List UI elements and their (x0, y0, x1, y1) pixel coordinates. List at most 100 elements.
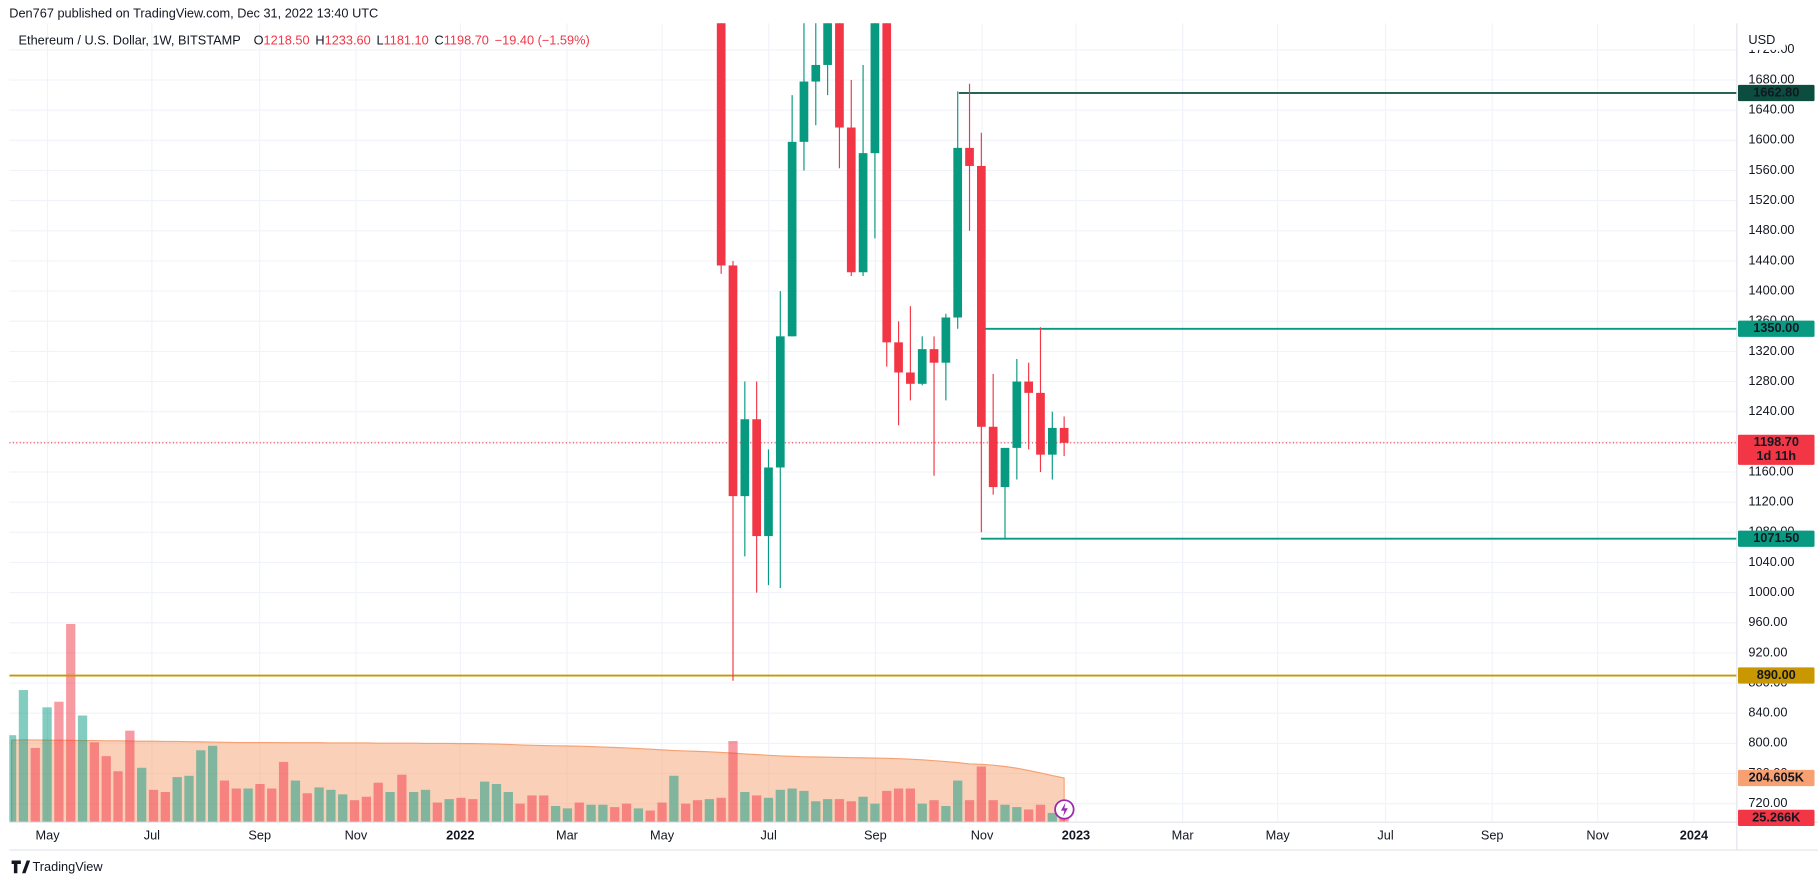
volume-bar (468, 799, 478, 823)
volume-bar (503, 791, 513, 823)
y-tick-label: 1160.00 (1748, 463, 1793, 478)
last-price-label: 1d 11h (1756, 448, 1796, 463)
legend-key: L (377, 33, 384, 48)
volume-bar (621, 803, 632, 823)
x-tick-label: Sep (248, 828, 271, 843)
volume-bar (692, 800, 703, 823)
volume-bar (870, 803, 880, 823)
y-tick-label: 1000.00 (1748, 584, 1794, 599)
volume-bar (787, 788, 797, 823)
volume-bar (361, 796, 372, 823)
brand-name[interactable]: TradingView (32, 859, 103, 874)
volume-ma-label-bg (1737, 769, 1815, 787)
level-label-bg (1737, 667, 1815, 684)
volume-bar (633, 808, 644, 823)
logo-mark[interactable] (11, 860, 31, 874)
volume-bar (480, 781, 490, 823)
candle-body (929, 349, 939, 363)
volume-bar (30, 747, 40, 823)
replay-icon[interactable] (1054, 799, 1075, 820)
x-tick-label: May (1266, 828, 1291, 843)
x-tick-label: 2023 (1062, 828, 1090, 843)
volume-bar (89, 742, 100, 823)
volume-bar (905, 788, 916, 823)
volume-bar (882, 790, 892, 823)
y-tick-label: 1440.00 (1748, 252, 1794, 267)
volume-bar (1047, 812, 1057, 823)
legend-value: 1218.50 (264, 33, 310, 48)
y-tick-label: 1520.00 (1748, 192, 1794, 207)
volume-bar (763, 797, 774, 823)
publish-info: Den767 published on TradingView.com, Dec… (9, 5, 378, 20)
volume-bar (657, 802, 667, 823)
volume-bar (208, 745, 218, 823)
volume-bar (338, 794, 348, 823)
level-label: 1071.50 (1753, 530, 1799, 545)
y-tick-label: 1400.00 (1748, 282, 1794, 297)
y-tick-label: 1320.00 (1748, 343, 1794, 358)
candle-body (1047, 427, 1057, 455)
volume-bar (184, 775, 194, 823)
volume-bar (113, 771, 123, 823)
y-tick-label: 920.00 (1748, 644, 1787, 659)
candle-body (1024, 381, 1034, 393)
volume-bar (704, 799, 714, 823)
legend: Ethereum / U.S. Dollar, 1W, BITSTAMP O12… (19, 33, 590, 48)
candle-body (953, 147, 963, 318)
y-tick-label: 720.00 (1748, 795, 1787, 810)
y-tick-label: 1280.00 (1748, 373, 1794, 388)
volume-label-bg (1737, 809, 1815, 827)
volume-bar (893, 788, 904, 823)
volume-bar (834, 799, 845, 823)
volume-bar (775, 789, 785, 823)
candle-body (846, 127, 856, 273)
icon-bolt[interactable] (1060, 802, 1068, 817)
volume-bar (515, 803, 525, 823)
candle-body (764, 467, 773, 537)
legend-key: H (315, 33, 324, 48)
volume-bar (137, 767, 147, 823)
legend-value: 1181.10 (384, 33, 429, 48)
level-label: 1662.80 (1753, 84, 1799, 99)
y-tick-label: 1680.00 (1748, 71, 1794, 86)
volume-bar (799, 790, 809, 823)
volume-bar (326, 789, 336, 823)
legend-value: 1233.60 (325, 33, 371, 48)
volume-bar (858, 796, 868, 823)
legend-key: O (254, 33, 264, 48)
candle-body (906, 372, 915, 384)
level-label: 890.00 (1757, 667, 1796, 682)
volume-bar (822, 799, 833, 823)
volume-bar (231, 788, 241, 823)
candle-body (965, 147, 974, 166)
candle-body (870, 23, 880, 154)
volume-bar (550, 806, 561, 823)
x-tick-label: Nov (1586, 828, 1609, 843)
last-price-label-bg (1737, 434, 1815, 465)
x-tick-label: Mar (556, 828, 579, 843)
volume-bar (1024, 809, 1034, 823)
candle-body (988, 426, 998, 488)
volume-bar (941, 806, 951, 823)
volume-bar (846, 801, 856, 823)
volume-bar (267, 788, 277, 823)
volume-bar (278, 761, 289, 823)
volume-bar (598, 804, 608, 823)
candle-body (716, 23, 726, 266)
candle-body (1059, 427, 1069, 443)
volume-bar (953, 780, 963, 823)
x-tick-label: Sep (1481, 828, 1504, 843)
candle-body (752, 419, 761, 537)
x-tick-label: 2024 (1680, 828, 1709, 843)
volume-bar (409, 791, 419, 823)
volume-bar (373, 782, 383, 823)
x-tick-label: Sep (864, 828, 887, 843)
volume-bar (125, 730, 135, 823)
brand-logo[interactable]: TradingView (11, 859, 104, 874)
volume-bar (728, 741, 738, 823)
volume-bar (929, 800, 939, 823)
legend-value: 1198.70 (444, 33, 489, 48)
volume-bar (988, 800, 998, 823)
